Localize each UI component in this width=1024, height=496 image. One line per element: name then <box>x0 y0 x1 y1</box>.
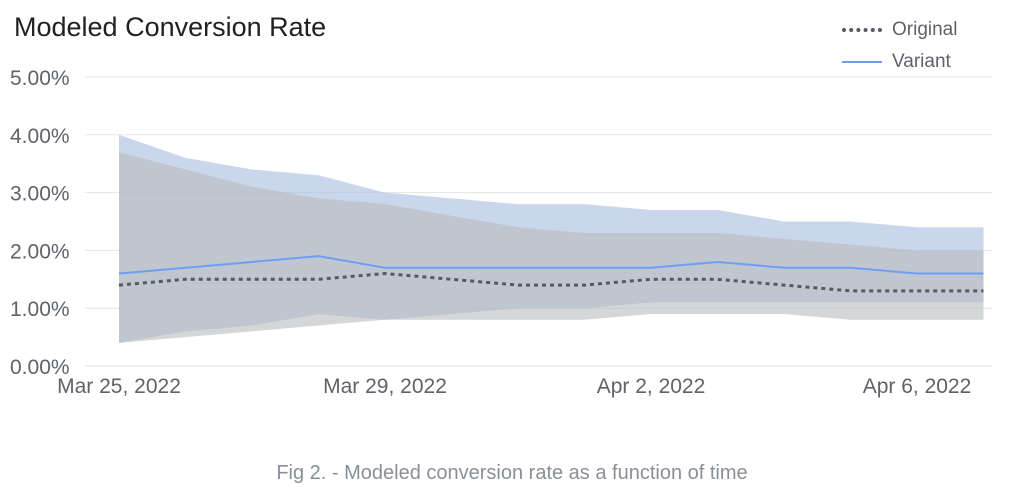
chart-plot: 0.00% 1.00% 2.00% 3.00% 4.00% 5.00% Mar 25, 20… <box>10 67 992 398</box>
x-tick-label: Apr 6, 2022 <box>863 375 972 398</box>
y-tick-label: 1.00% <box>10 298 70 321</box>
legend-item-original[interactable]: Original <box>842 14 957 46</box>
legend-label-original: Original <box>892 19 958 40</box>
x-tick-label: Mar 29, 2022 <box>323 375 447 398</box>
series-line-variant <box>118 255 984 275</box>
x-tick-label: Mar 25, 2022 <box>57 375 181 398</box>
chart-title: Modeled Conversion Rate <box>14 12 327 42</box>
legend-swatch-original <box>842 28 882 32</box>
x-tick-label: Apr 2, 2022 <box>597 375 706 398</box>
series-line-original <box>118 272 984 293</box>
figure-caption: Fig 2. - Modeled conversion rate as a fu… <box>276 462 748 484</box>
legend: Original Variant <box>842 14 957 78</box>
y-tick-label: 2.00% <box>10 240 70 263</box>
y-tick-label: 3.00% <box>10 183 70 206</box>
legend-swatch-variant <box>842 61 882 63</box>
legend-label-variant: Variant <box>892 51 951 72</box>
y-tick-label: 4.00% <box>10 125 70 148</box>
y-tick-label: 5.00% <box>10 67 70 90</box>
y-tick-label: 0.00% <box>10 356 70 379</box>
legend-item-variant[interactable]: Variant <box>842 46 957 78</box>
confidence-band-original <box>119 152 984 343</box>
